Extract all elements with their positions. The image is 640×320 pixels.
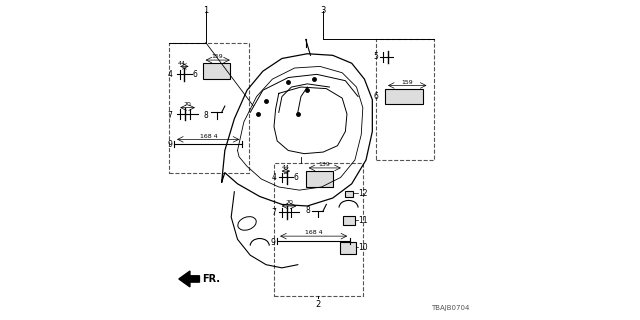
Text: 44: 44 <box>282 165 290 171</box>
Bar <box>346 191 353 197</box>
Text: 7: 7 <box>168 111 173 120</box>
Text: 6: 6 <box>193 70 197 79</box>
Text: 6: 6 <box>374 92 379 101</box>
Bar <box>274 163 363 296</box>
Text: 139: 139 <box>319 162 331 167</box>
Bar <box>203 63 230 79</box>
Text: 168 4: 168 4 <box>200 134 217 139</box>
Text: 70: 70 <box>184 102 191 107</box>
Text: 7: 7 <box>271 208 276 217</box>
Text: 168 4: 168 4 <box>305 230 323 236</box>
Bar <box>170 43 248 173</box>
Text: 5: 5 <box>374 52 379 61</box>
Text: 12: 12 <box>358 189 367 198</box>
Text: 6: 6 <box>294 173 299 182</box>
Text: 9: 9 <box>168 140 173 148</box>
Text: 8: 8 <box>204 111 209 120</box>
Text: 9: 9 <box>270 238 275 247</box>
Text: 4: 4 <box>271 173 276 182</box>
Bar <box>376 39 434 160</box>
Text: 3: 3 <box>321 6 326 15</box>
Text: 1: 1 <box>203 6 209 15</box>
Text: 10: 10 <box>358 243 368 252</box>
Bar <box>306 171 333 187</box>
Text: 11: 11 <box>358 216 367 225</box>
Text: 8: 8 <box>305 206 310 215</box>
Text: 44: 44 <box>178 61 186 66</box>
Text: FR.: FR. <box>202 274 220 284</box>
Polygon shape <box>179 271 200 287</box>
Text: 2: 2 <box>316 300 321 309</box>
Text: 70: 70 <box>285 200 293 205</box>
Text: TBAJB0704: TBAJB0704 <box>431 305 469 310</box>
Bar <box>385 89 423 105</box>
Text: 4: 4 <box>168 70 173 79</box>
Text: 159: 159 <box>401 80 413 85</box>
Text: 159: 159 <box>211 54 223 60</box>
Bar <box>340 242 356 254</box>
Bar <box>344 216 355 225</box>
